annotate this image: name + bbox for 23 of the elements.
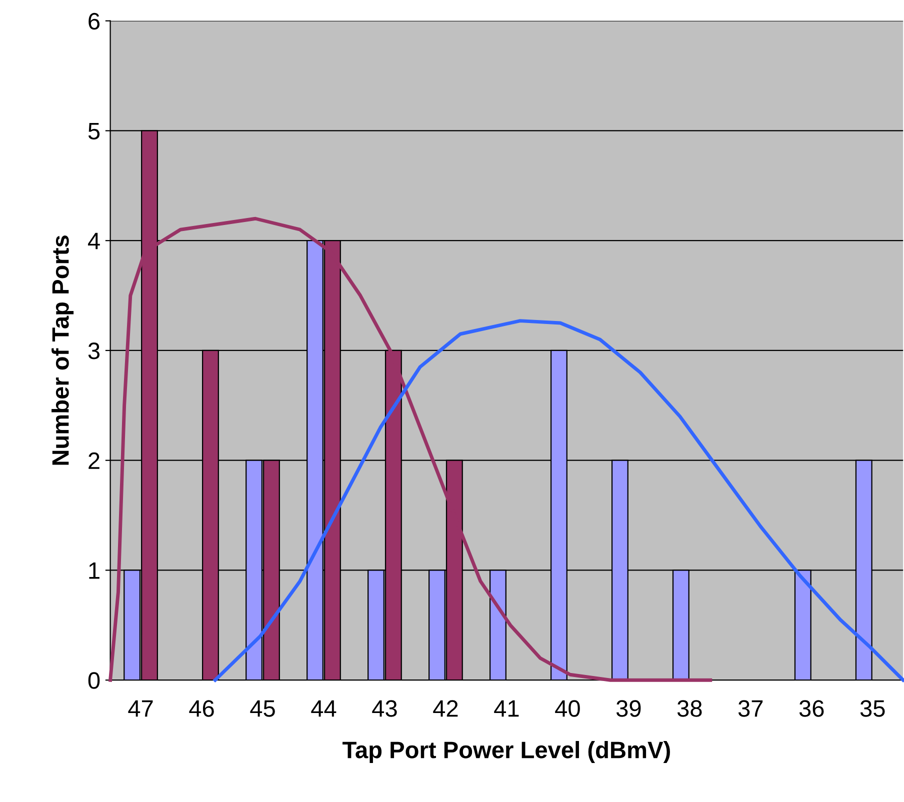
x-tick-label: 44 — [311, 700, 336, 717]
x-tick-label: 35 — [860, 700, 885, 717]
y-tick-label: 0 — [88, 672, 100, 689]
x-tick-label: 41 — [494, 700, 519, 717]
line-series — [213, 319, 904, 682]
x-axis-title: Tap Port Power Level (dBmV) — [342, 740, 670, 764]
x-tick-label: 45 — [250, 700, 275, 717]
x-tick-label: 40 — [555, 700, 580, 717]
x-tick-label: 39 — [616, 700, 641, 717]
y-tick-label: 3 — [88, 342, 100, 360]
x-tick-label: 37 — [738, 700, 763, 717]
x-tick-label: 42 — [433, 700, 458, 717]
y-tick-label: 1 — [89, 562, 100, 579]
x-tick-label: 46 — [189, 700, 214, 717]
x-tick-label: 38 — [677, 700, 702, 717]
y-tick-label: 2 — [88, 452, 100, 469]
x-tick-label: 47 — [128, 700, 153, 717]
y-tick-label: 5 — [88, 123, 100, 140]
y-tick-label: 4 — [88, 232, 100, 250]
y-tick-label: 6 — [88, 12, 100, 30]
x-tick-label: 36 — [799, 700, 824, 717]
y-axis-title: Number of Tap Ports — [52, 236, 74, 465]
x-tick-label: 43 — [372, 700, 397, 717]
